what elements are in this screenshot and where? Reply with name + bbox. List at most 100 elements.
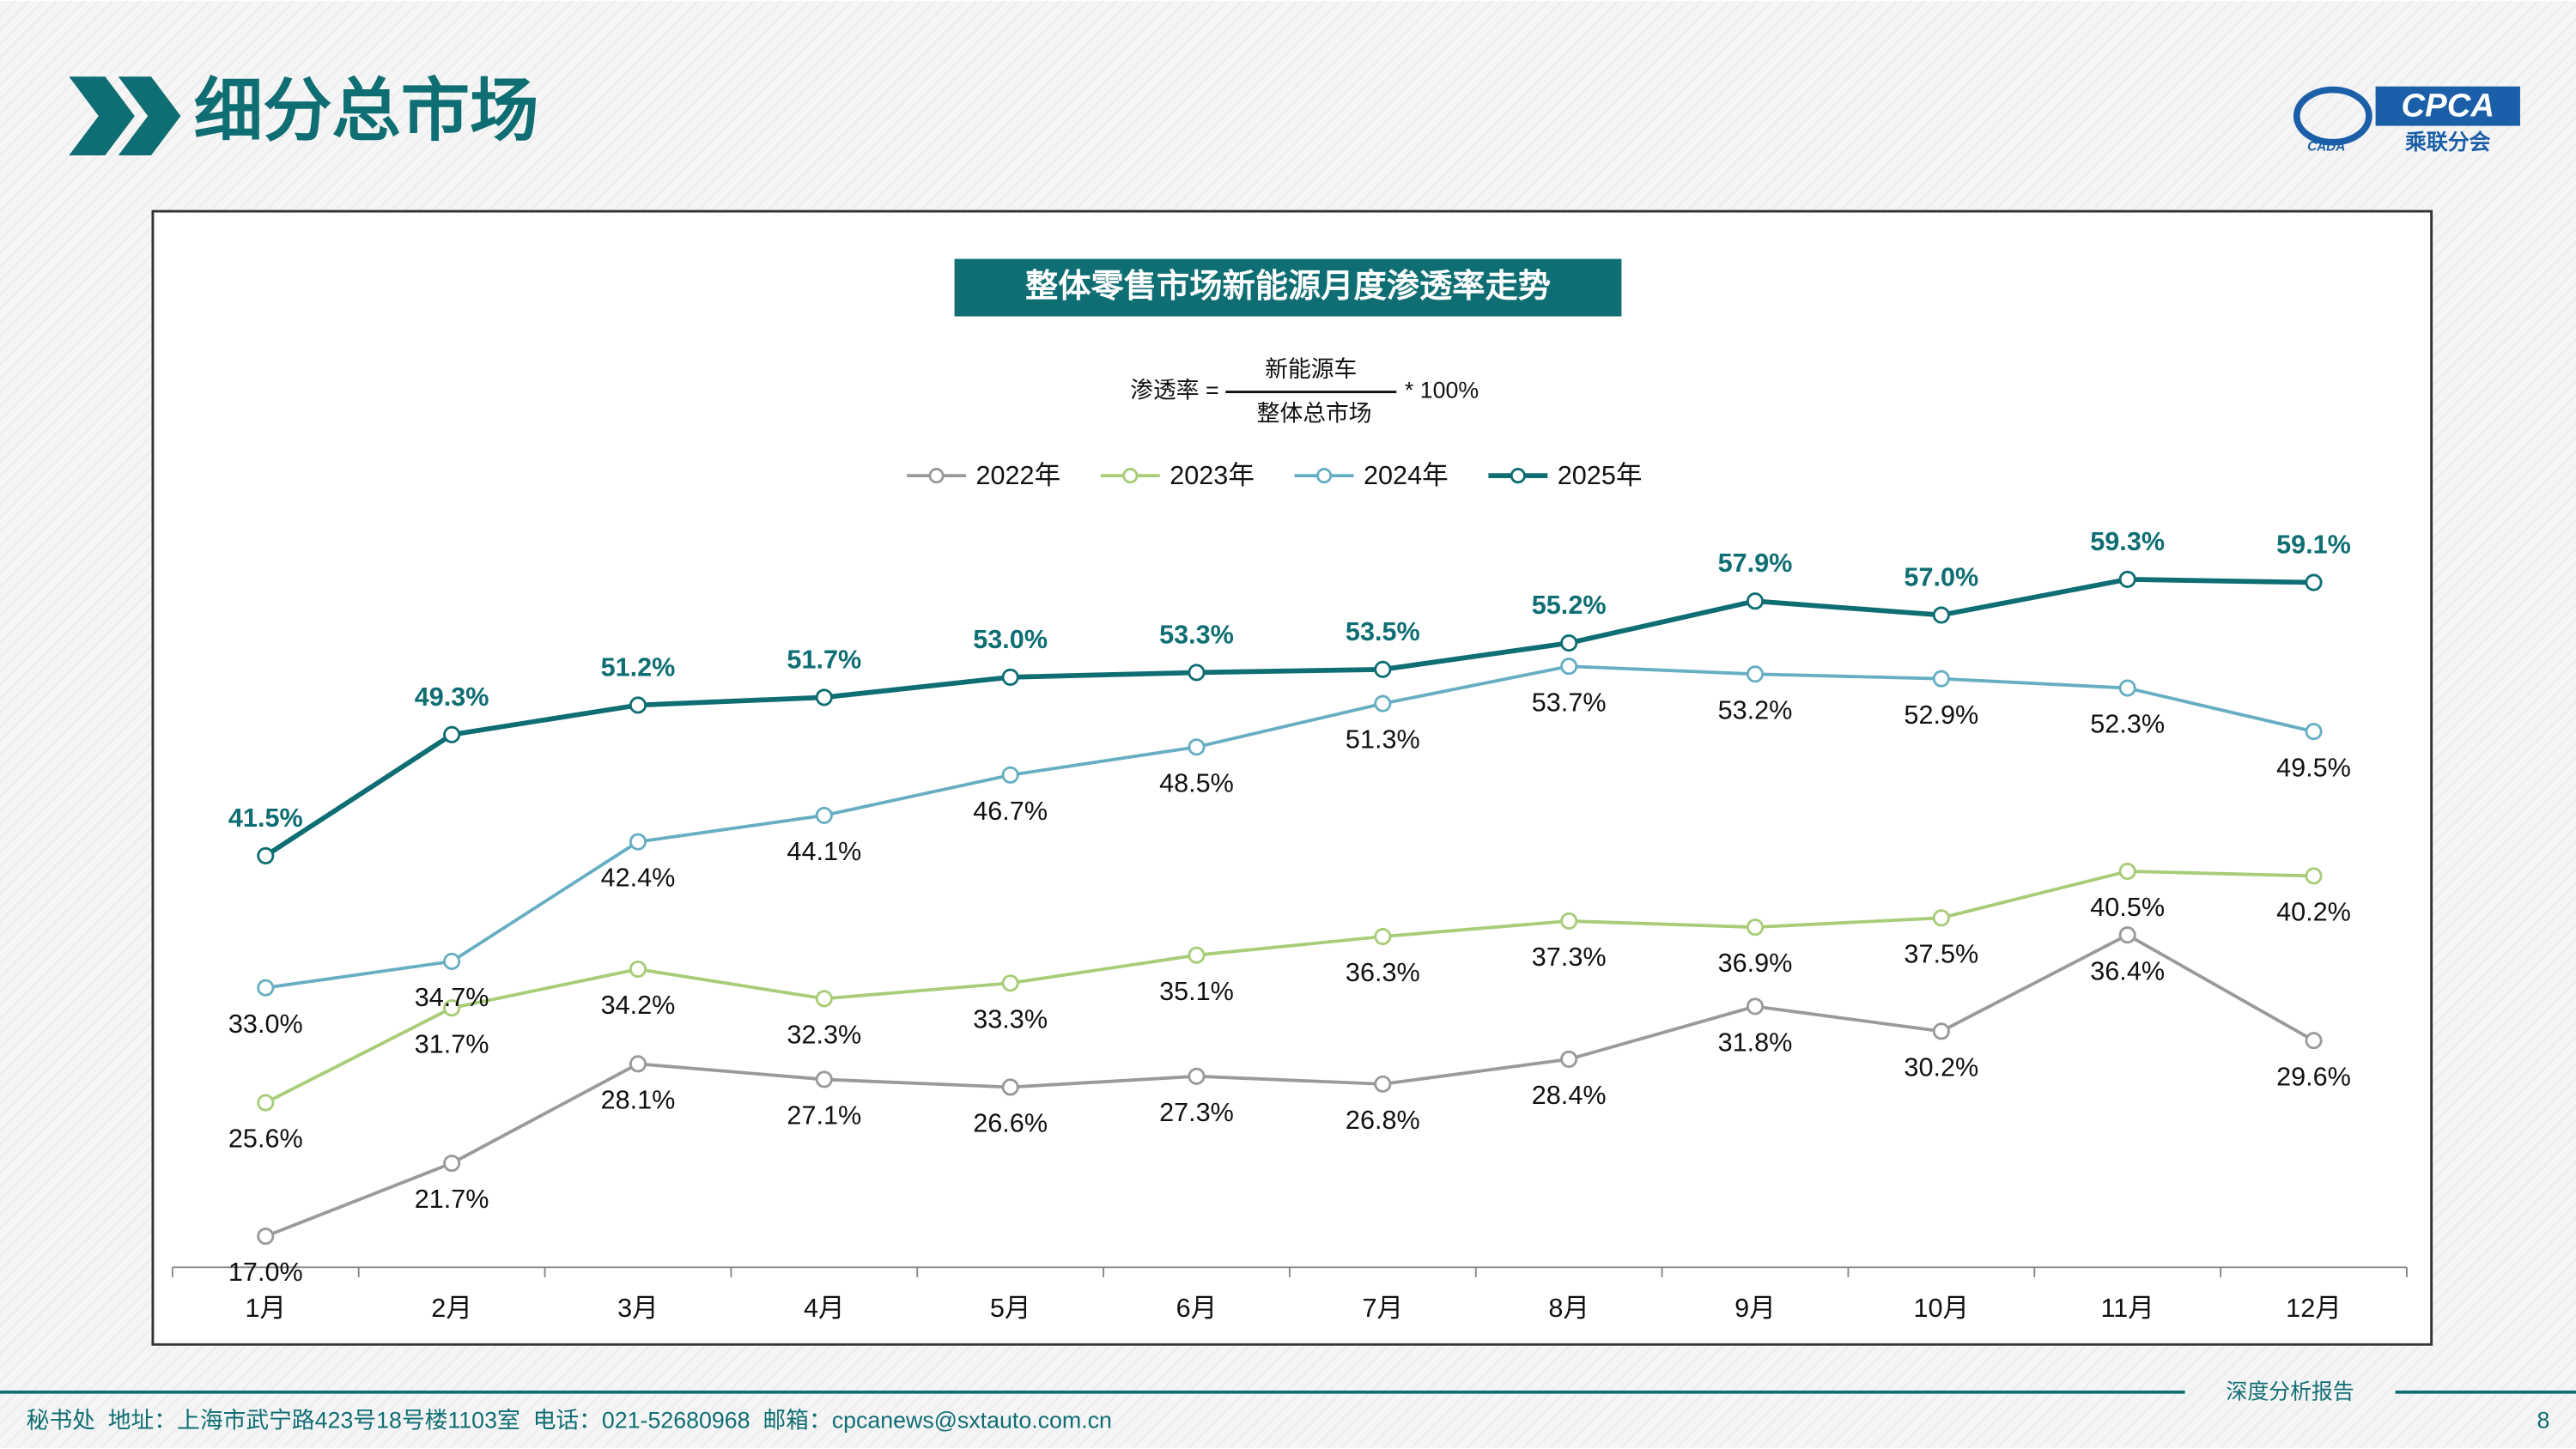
data-point <box>1374 694 1392 712</box>
legend-label: 2023年 <box>1170 461 1255 490</box>
formula-denominator: 整体总市场 <box>1257 400 1372 426</box>
footer-contact: 秘书处 地址：上海市武宁路423号18号楼1103室 电话：021-526809… <box>27 1407 1112 1433</box>
data-label: 44.1% <box>787 837 861 866</box>
data-point <box>443 952 461 970</box>
report-label: 深度分析报告 <box>2227 1379 2354 1404</box>
series-line <box>264 577 2314 858</box>
x-tick-label: 1月 <box>245 1294 286 1323</box>
legend-marker <box>1122 468 1139 484</box>
x-tick-label: 6月 <box>1176 1294 1218 1323</box>
data-label: 25.6% <box>228 1125 303 1154</box>
x-tick-label: 2月 <box>431 1294 472 1323</box>
data-label: 40.2% <box>2276 898 2351 927</box>
data-point <box>257 979 275 997</box>
data-point <box>1374 927 1392 946</box>
data-label: 53.7% <box>1532 688 1607 717</box>
formula-left: 渗透率 = <box>1130 378 1218 403</box>
data-point <box>1374 1075 1392 1093</box>
data-label: 28.1% <box>601 1085 676 1114</box>
data-point <box>629 696 647 714</box>
series-line <box>264 933 2315 1238</box>
data-label: 21.7% <box>415 1185 489 1214</box>
data-label: 30.2% <box>1904 1052 1978 1082</box>
chart-title-box <box>954 258 1622 317</box>
x-tick-label: 9月 <box>1735 1294 1776 1323</box>
data-label: 48.5% <box>1159 768 1234 797</box>
data-point <box>1001 668 1019 686</box>
data-point <box>2118 570 2136 588</box>
legend-label: 2025年 <box>1558 461 1643 490</box>
data-point <box>1188 946 1206 964</box>
data-label: 34.7% <box>415 983 489 1012</box>
data-point <box>1746 919 1765 937</box>
data-label: 49.5% <box>2276 753 2351 782</box>
x-tick-label: 5月 <box>990 1294 1031 1323</box>
data-point <box>2305 723 2323 741</box>
formula-right: * 100% <box>1405 378 1479 403</box>
data-point <box>815 990 833 1008</box>
data-label: 53.5% <box>1346 617 1420 646</box>
data-label: 42.4% <box>601 864 676 893</box>
legend-marker <box>1316 468 1333 484</box>
data-point <box>2118 679 2136 697</box>
x-tick-label: 3月 <box>617 1294 659 1323</box>
data-point <box>257 846 275 864</box>
data-label: 59.3% <box>2090 527 2165 556</box>
data-point <box>1746 997 1765 1016</box>
data-label: 27.1% <box>787 1101 861 1131</box>
data-point <box>2305 573 2323 591</box>
data-label: 26.8% <box>1346 1106 1420 1135</box>
data-label: 37.5% <box>1904 939 1978 968</box>
data-point <box>815 688 833 706</box>
data-label: 55.2% <box>1532 591 1607 620</box>
data-point <box>1001 974 1019 992</box>
data-point <box>2118 862 2136 881</box>
data-point <box>1746 665 1765 683</box>
data-point <box>443 725 461 743</box>
logo-box <box>2375 86 2520 126</box>
data-point <box>1001 1078 1019 1096</box>
data-point <box>1932 909 1950 927</box>
x-tick-label: 12月 <box>2286 1294 2342 1323</box>
data-point <box>1001 766 1019 784</box>
data-label: 41.5% <box>228 803 303 833</box>
data-label: 28.4% <box>1532 1081 1607 1110</box>
legend-label: 2022年 <box>975 461 1060 490</box>
data-point <box>443 999 461 1017</box>
formula-numerator: 新能源车 <box>1265 356 1357 382</box>
logo-sub: 乘联分会 <box>2405 130 2491 155</box>
data-label: 37.3% <box>1532 943 1607 972</box>
data-label: 33.0% <box>228 1009 303 1039</box>
data-point <box>1932 1022 1950 1040</box>
data-label: 34.2% <box>601 991 676 1020</box>
data-point <box>2118 926 2136 944</box>
x-tick-label: 7月 <box>1363 1294 1404 1323</box>
logo-ring <box>2293 86 2372 146</box>
data-label: 31.7% <box>415 1029 489 1058</box>
data-label: 40.5% <box>2090 893 2165 922</box>
x-tick-label: 4月 <box>804 1294 845 1323</box>
data-label: 49.3% <box>415 682 489 712</box>
data-label: 27.3% <box>1159 1098 1234 1127</box>
legend-marker <box>1510 468 1526 484</box>
chevron <box>69 76 135 156</box>
data-label: 57.9% <box>1718 549 1793 578</box>
legend-marker <box>928 468 945 484</box>
data-label: 57.0% <box>1904 563 1978 592</box>
data-label: 32.3% <box>787 1020 861 1049</box>
plot: 1月 2月 3月 4月 5月 6月 7月 8月 9月 10月 11月 12月 2022年 2023年 202… <box>171 461 2408 1323</box>
data-label: 33.3% <box>973 1004 1048 1034</box>
x-tick-label: 11月 <box>2100 1294 2154 1323</box>
series-line <box>264 870 2314 1105</box>
logo-mark: CADA <box>2307 140 2345 155</box>
data-label: 35.1% <box>1159 977 1234 1006</box>
x-tick-label: 8月 <box>1548 1294 1589 1323</box>
data-label: 36.9% <box>1718 949 1793 978</box>
data-point <box>2305 1032 2323 1050</box>
data-point <box>1188 738 1206 756</box>
data-label: 46.7% <box>973 797 1048 826</box>
data-point <box>443 1155 461 1173</box>
data-label: 17.0% <box>228 1258 303 1287</box>
data-label: 51.7% <box>787 645 861 674</box>
